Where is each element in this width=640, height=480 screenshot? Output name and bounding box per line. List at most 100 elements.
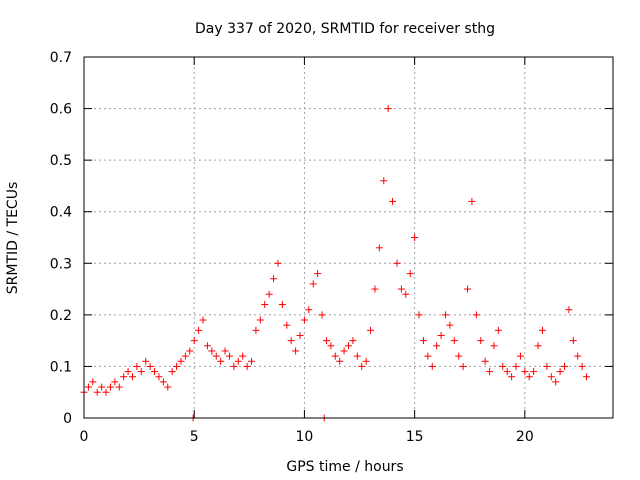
data-point (481, 357, 489, 365)
data-point (583, 373, 591, 381)
y-tick-label: 0.5 (50, 153, 72, 169)
data-point (252, 326, 260, 334)
data-point (574, 352, 582, 360)
data-point (455, 352, 463, 360)
data-point (296, 331, 304, 339)
data-point (380, 177, 388, 185)
data-point (534, 342, 542, 350)
data-point (177, 357, 185, 365)
data-point (190, 337, 198, 345)
data-point (530, 368, 538, 376)
data-point (419, 337, 427, 345)
data-point (142, 357, 150, 365)
data-point (508, 373, 516, 381)
data-point (115, 383, 123, 391)
data-point (261, 301, 269, 309)
data-point (512, 362, 520, 370)
data-point (402, 290, 410, 298)
data-point (503, 368, 511, 376)
data-point (265, 290, 273, 298)
data-point (133, 362, 141, 370)
data-point (477, 337, 485, 345)
data-point (406, 270, 414, 278)
data-point (459, 362, 467, 370)
data-point (186, 347, 194, 355)
data-point (84, 383, 92, 391)
data-point (124, 368, 132, 376)
data-point (569, 337, 577, 345)
data-point (89, 378, 97, 386)
x-tick-label: 5 (190, 429, 199, 445)
data-point (283, 321, 291, 329)
data-point (371, 285, 379, 293)
data-point (393, 259, 401, 267)
data-point (287, 337, 295, 345)
data-point (437, 331, 445, 339)
data-point (146, 362, 154, 370)
data-point (164, 383, 172, 391)
data-point (353, 352, 361, 360)
data-point (221, 347, 229, 355)
data-point (225, 352, 233, 360)
data-point (137, 368, 145, 376)
y-tick-label: 0 (63, 411, 72, 427)
data-point (446, 321, 454, 329)
data-point (552, 378, 560, 386)
data-point (309, 280, 317, 288)
data-point (468, 197, 476, 205)
data-point (433, 342, 441, 350)
chart-title: Day 337 of 2020, SRMTID for receiver sth… (195, 21, 495, 37)
data-point (397, 285, 405, 293)
data-point (358, 362, 366, 370)
data-point (106, 383, 114, 391)
data-point (230, 362, 238, 370)
y-axis-label: SRMTID / TECUs (5, 182, 21, 295)
y-tick-label: 0.1 (50, 359, 72, 375)
x-tick-label: 10 (296, 429, 314, 445)
data-point (424, 352, 432, 360)
data-point (195, 326, 203, 334)
data-point (415, 311, 423, 319)
data-point (389, 197, 397, 205)
x-axis-label: GPS time / hours (286, 459, 403, 475)
x-tick-label: 20 (516, 429, 534, 445)
data-point (173, 362, 181, 370)
data-point (203, 342, 211, 350)
data-point (340, 347, 348, 355)
y-tick-label: 0.7 (50, 50, 72, 66)
data-point (472, 311, 480, 319)
data-points (80, 105, 591, 422)
data-point (486, 368, 494, 376)
data-point (327, 342, 335, 350)
data-point (556, 368, 564, 376)
data-point (199, 316, 207, 324)
data-point (243, 362, 251, 370)
data-point (547, 373, 555, 381)
data-point (128, 373, 136, 381)
data-point (441, 311, 449, 319)
data-point (525, 373, 533, 381)
data-point (217, 357, 225, 365)
data-point (516, 352, 524, 360)
data-point (490, 342, 498, 350)
data-point (578, 362, 586, 370)
data-point (159, 378, 167, 386)
data-point (208, 347, 216, 355)
data-point (428, 362, 436, 370)
data-point (270, 275, 278, 283)
data-point (411, 234, 419, 241)
data-point (499, 362, 507, 370)
data-point (450, 337, 458, 345)
y-tick-label: 0.2 (50, 308, 72, 324)
data-point (212, 352, 220, 360)
data-point (543, 362, 551, 370)
data-point (120, 373, 128, 381)
data-point (102, 388, 110, 396)
plot-frame (83, 56, 614, 419)
data-point (300, 316, 308, 324)
y-tick-label: 0.6 (50, 102, 72, 118)
data-point (565, 306, 573, 314)
data-point (274, 259, 282, 267)
